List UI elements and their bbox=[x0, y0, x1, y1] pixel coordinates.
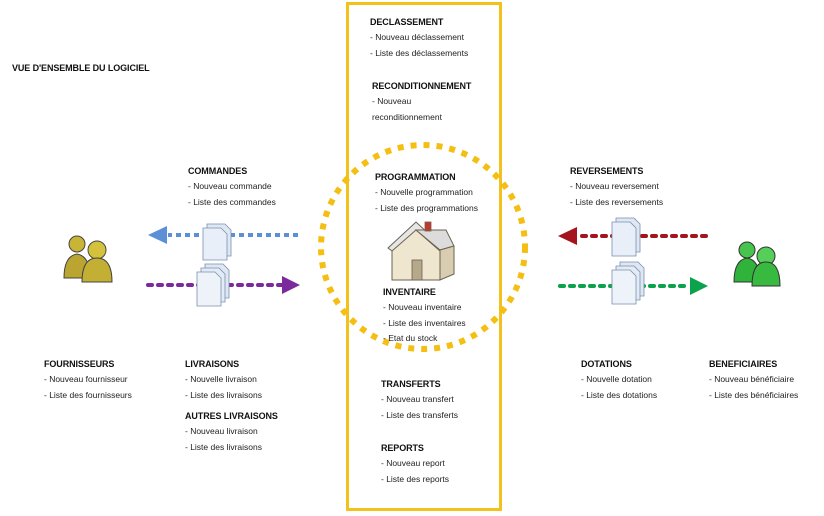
document-stack-icon bbox=[196, 263, 230, 307]
module-reversements: REVERSEMENTS - Nouveau reversement - Lis… bbox=[570, 166, 663, 210]
module-title: RECONDITIONNEMENT bbox=[372, 81, 472, 91]
module-dotations: DOTATIONS - Nouvelle dotation - Liste de… bbox=[581, 359, 657, 403]
module-title: REPORTS bbox=[381, 443, 424, 453]
module-title: INVENTAIRE bbox=[383, 287, 436, 297]
module-title: AUTRES LIVRAISONS bbox=[185, 411, 278, 421]
people-icon bbox=[63, 235, 113, 283]
central-dotted-circle bbox=[318, 142, 528, 352]
module-title: REVERSEMENTS bbox=[570, 166, 644, 176]
link-liste-dotations[interactable]: - Liste des dotations bbox=[581, 389, 658, 400]
link-nouveau-report[interactable]: - Nouveau report bbox=[381, 458, 445, 468]
link-liste-programmations[interactable]: - Liste des programmations bbox=[375, 202, 478, 213]
module-beneficiaires: BENEFICIAIRES - Nouveau bénéficiaire - L… bbox=[709, 359, 798, 403]
link-nouvelle-dotation[interactable]: - Nouvelle dotation bbox=[581, 374, 652, 384]
module-autres-livraisons: AUTRES LIVRAISONS - Nouveau livraison - … bbox=[185, 411, 278, 455]
link-nouvelle-programmation[interactable]: - Nouvelle programmation bbox=[375, 187, 473, 197]
document-stack-icon bbox=[611, 261, 645, 305]
module-title: TRANSFERTS bbox=[381, 379, 441, 389]
module-title: BENEFICIAIRES bbox=[709, 359, 778, 369]
link-liste-reversements[interactable]: - Liste des reversements bbox=[570, 196, 664, 207]
arrow-livraisons-right bbox=[146, 276, 300, 294]
link-liste-reports[interactable]: - Liste des reports bbox=[381, 473, 450, 484]
link-liste-commandes[interactable]: - Liste des commandes bbox=[188, 196, 276, 207]
module-title: LIVRAISONS bbox=[185, 359, 240, 369]
link-liste-inventaires[interactable]: - Liste des inventaires bbox=[383, 317, 466, 328]
center-modules-box bbox=[346, 2, 502, 511]
module-declassement: DECLASSEMENT - Nouveau déclassement - Li… bbox=[370, 17, 468, 61]
arrow-reversements-left bbox=[558, 227, 708, 245]
link-liste-livraisons[interactable]: - Liste des livraisons bbox=[185, 389, 263, 400]
module-fournisseurs: FOURNISSEURS - Nouveau fournisseur - Lis… bbox=[44, 359, 132, 403]
module-inventaire: INVENTAIRE - Nouveau inventaire - Liste … bbox=[383, 287, 466, 347]
link-nouvelle-livraison[interactable]: - Nouvelle livraison bbox=[185, 374, 257, 384]
people-icon bbox=[733, 241, 781, 287]
link-nouveau-commande[interactable]: - Nouveau commande bbox=[188, 181, 272, 191]
link-nouveau-transfert[interactable]: - Nouveau transfert bbox=[381, 394, 454, 404]
module-reconditionnement: RECONDITIONNEMENT - Nouveau reconditionn… bbox=[372, 81, 471, 125]
module-title: COMMANDES bbox=[188, 166, 248, 176]
document-stack-icon bbox=[202, 223, 232, 261]
link-nouveau-reconditionnement-cont[interactable]: reconditionnement bbox=[372, 111, 442, 122]
module-title: FOURNISSEURS bbox=[44, 359, 115, 369]
module-title: PROGRAMMATION bbox=[375, 172, 456, 182]
link-liste-fournisseurs[interactable]: - Liste des fournisseurs bbox=[44, 389, 132, 400]
link-liste-beneficiaires[interactable]: - Liste des bénéficiaires bbox=[709, 389, 799, 400]
module-commandes: COMMANDES - Nouveau commande - Liste des… bbox=[188, 166, 276, 210]
page-title: VUE D'ENSEMBLE DU LOGICIEL bbox=[12, 63, 150, 73]
link-nouveau-fournisseur[interactable]: - Nouveau fournisseur bbox=[44, 374, 128, 384]
link-liste-declassements[interactable]: - Liste des déclassements bbox=[370, 47, 469, 58]
link-nouveau-inventaire[interactable]: - Nouveau inventaire bbox=[383, 302, 462, 312]
module-title: DECLASSEMENT bbox=[370, 17, 444, 27]
link-nouveau-beneficiaire[interactable]: - Nouveau bénéficiaire bbox=[709, 374, 795, 384]
house-icon bbox=[387, 221, 455, 281]
module-title: DOTATIONS bbox=[581, 359, 632, 369]
link-etat-stock[interactable]: - Etat du stock bbox=[383, 333, 438, 343]
link-liste-transferts[interactable]: - Liste des transferts bbox=[381, 409, 459, 420]
link-nouveau-reconditionnement[interactable]: - Nouveau bbox=[372, 96, 412, 106]
link-liste-autres-livraisons[interactable]: - Liste des livraisons bbox=[185, 441, 263, 452]
link-nouveau-declassement[interactable]: - Nouveau déclassement bbox=[370, 32, 465, 42]
module-programmation: PROGRAMMATION - Nouvelle programmation -… bbox=[375, 172, 478, 216]
arrow-commandes-left bbox=[148, 226, 298, 244]
link-nouveau-livraison[interactable]: - Nouveau livraison bbox=[185, 426, 258, 436]
module-livraisons: LIVRAISONS - Nouvelle livraison - Liste … bbox=[185, 359, 262, 403]
document-stack-icon bbox=[611, 217, 641, 257]
module-reports: REPORTS - Nouveau report - Liste des rep… bbox=[381, 443, 449, 487]
link-nouveau-reversement[interactable]: - Nouveau reversement bbox=[570, 181, 659, 191]
module-transferts: TRANSFERTS - Nouveau transfert - Liste d… bbox=[381, 379, 458, 423]
